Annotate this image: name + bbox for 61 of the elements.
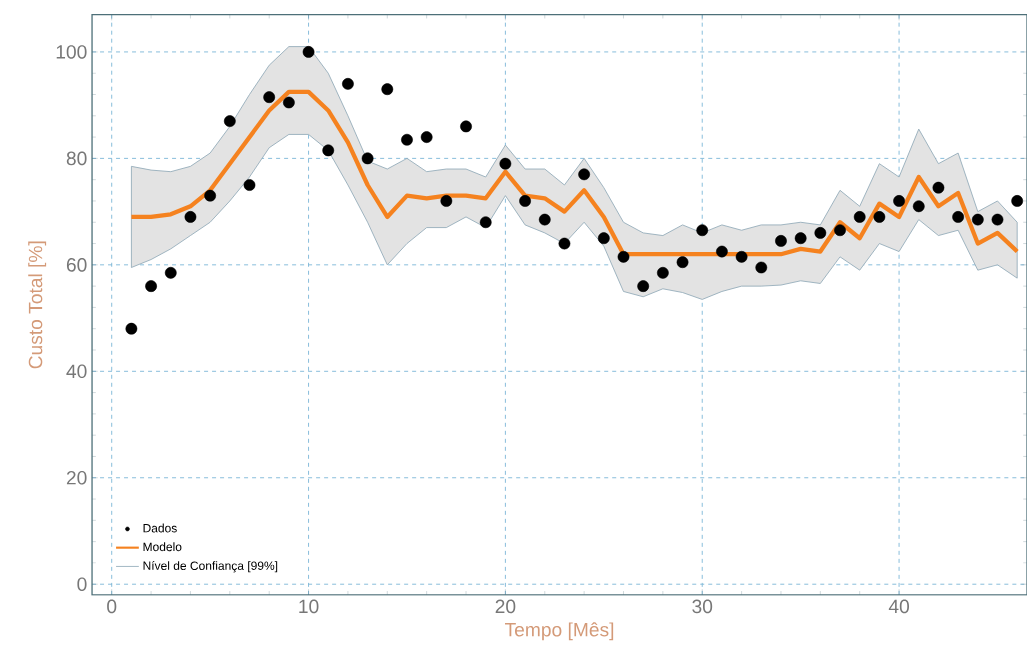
point <box>853 210 866 223</box>
point <box>716 245 728 258</box>
point <box>479 216 492 229</box>
point <box>893 194 905 207</box>
point <box>775 234 787 247</box>
point <box>912 200 925 213</box>
point <box>223 115 236 127</box>
x-tick-label: 30 <box>692 599 713 614</box>
point <box>735 250 748 263</box>
point <box>538 213 551 226</box>
y-tick-label: 0 <box>77 577 87 591</box>
point <box>283 96 295 109</box>
point <box>794 232 807 244</box>
annotation: Nível de Confiança [99%] <box>143 560 278 573</box>
point <box>322 144 335 157</box>
point <box>676 256 689 268</box>
point <box>597 232 610 244</box>
x-tick-label: 10 <box>299 599 319 614</box>
point <box>401 133 413 146</box>
y-tick-label: 80 <box>66 151 87 166</box>
y-tick-label: 100 <box>56 45 87 59</box>
point <box>637 280 650 292</box>
point <box>499 157 512 170</box>
point <box>204 189 217 202</box>
point <box>578 168 590 181</box>
point <box>952 210 964 223</box>
x-tick-label: 20 <box>495 599 516 614</box>
y-tick-label: 20 <box>66 470 87 485</box>
point <box>164 266 177 279</box>
point <box>814 226 827 239</box>
point <box>342 77 354 90</box>
point <box>991 213 1004 226</box>
point <box>558 237 571 250</box>
point <box>696 224 709 236</box>
point <box>302 45 315 58</box>
legend-label: Modelo <box>143 542 182 552</box>
point <box>125 322 138 335</box>
point <box>184 210 197 223</box>
point <box>361 152 374 165</box>
point <box>145 280 157 292</box>
y-tick-label: 60 <box>66 257 87 272</box>
x-tick-label: 0 <box>107 599 117 614</box>
y-tick-label: 40 <box>66 364 87 378</box>
x-tick-label: 40 <box>888 599 910 614</box>
point <box>420 131 433 143</box>
point <box>617 250 630 263</box>
point <box>440 194 453 207</box>
point <box>971 213 984 226</box>
point <box>755 261 768 274</box>
point <box>873 210 886 223</box>
point <box>834 224 846 236</box>
point <box>460 120 472 133</box>
point <box>519 194 531 207</box>
y-axis-title: Custo Total [%] <box>28 241 47 369</box>
point <box>932 181 945 194</box>
x-axis-title: Tempo [Mês] <box>504 622 614 641</box>
legend-label: Dados <box>143 523 177 533</box>
point <box>381 83 394 95</box>
point <box>656 266 669 279</box>
point <box>263 91 276 103</box>
point <box>243 179 256 191</box>
